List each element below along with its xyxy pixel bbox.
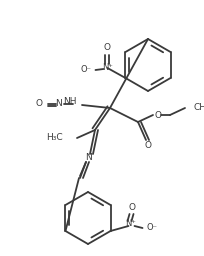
Text: O: O — [104, 44, 111, 52]
Text: O⁻: O⁻ — [146, 223, 157, 232]
Text: H₃C: H₃C — [46, 133, 63, 143]
Text: O: O — [154, 111, 162, 120]
Text: O⁻: O⁻ — [81, 66, 92, 74]
Text: NH: NH — [63, 98, 77, 106]
Text: O: O — [128, 202, 135, 211]
Text: N: N — [85, 154, 91, 163]
Text: N⁺: N⁺ — [125, 219, 136, 229]
Text: O: O — [35, 100, 42, 109]
Text: N⁺: N⁺ — [102, 63, 113, 72]
Text: N: N — [56, 100, 62, 109]
Text: O: O — [144, 142, 152, 151]
Text: CH₃: CH₃ — [194, 103, 204, 112]
